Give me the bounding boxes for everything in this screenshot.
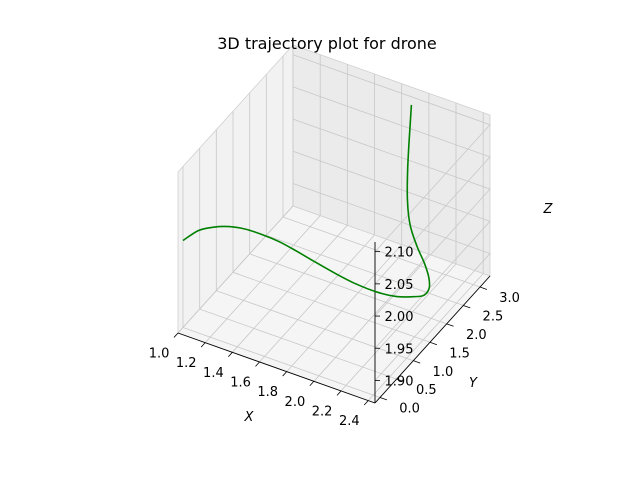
z-axis-label: Z [543,202,554,217]
z-tick-label: 2.10 [385,246,414,261]
x-axis-label: X [244,410,255,425]
z-gridline [292,86,491,285]
x-tick [255,361,260,367]
y-tick-label: 2.5 [483,310,504,325]
x-tick-label: 1.0 [149,347,170,362]
z-gridline [292,183,491,381]
y-tick [413,360,421,364]
x-tick-label: 1.6 [230,376,251,391]
y-gridline [232,111,431,343]
z-gridline [292,54,491,252]
y-axis-label: Y [469,376,478,391]
y-tick [479,286,488,290]
x-tick [336,390,342,396]
x-tick-label: 2.4 [339,414,360,429]
x-tick [173,332,179,338]
y-gridline [182,166,381,398]
y-gridline [249,92,447,325]
trajectory-line-0 [182,104,431,298]
x-tick-label: 2.2 [312,404,333,419]
y-gridline [282,56,481,288]
x-tick [309,381,315,386]
y-tick [446,323,454,327]
x-tick [282,371,287,377]
y-tick-label: 3.0 [499,291,520,306]
y-tick-label: 1.5 [449,346,470,361]
y-axis-line [374,275,491,404]
x-tick-label: 1.8 [257,385,278,400]
y-tick-label: 1.0 [433,365,454,380]
x-tick [363,400,369,406]
x-tick-label: 1.4 [203,366,224,381]
y-tick [429,341,438,346]
z-tick-label: 1.95 [385,342,414,357]
y-tick [396,378,404,382]
y-gridline [215,129,414,362]
z-tick-label: 2.00 [385,310,414,325]
chart-title: 3D trajectory plot for drone [217,34,437,53]
x-tick-label: 2.0 [285,395,306,410]
y-tick [379,397,388,401]
y-tick-label: 0.5 [416,383,437,398]
y-tick [463,305,471,309]
x-tick-label: 1.2 [176,356,197,371]
z-gridline [292,118,491,317]
z-tick-label: 2.05 [385,278,414,293]
x-axis-line [177,332,376,404]
z-gridline [292,150,491,349]
x-tick [228,352,233,358]
y-tick-label: 2.0 [466,328,487,343]
y-tick-label: 0.0 [399,402,420,417]
x-tick [200,342,206,348]
z-tick-label: 1.90 [385,375,414,390]
y-gridline [199,148,397,380]
